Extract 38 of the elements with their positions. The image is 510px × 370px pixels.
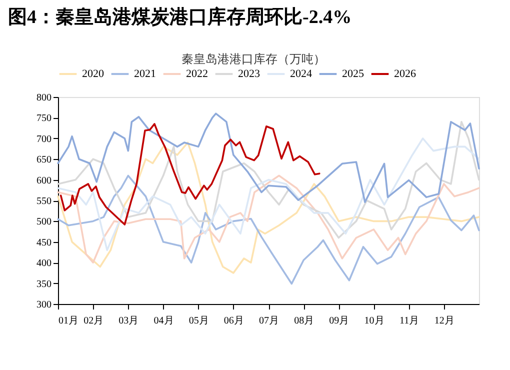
x-tick-label: 06月 — [224, 316, 244, 326]
y-tick-label: 550 — [36, 196, 52, 207]
line-series — [57, 138, 480, 252]
x-tick-label: 12月 — [434, 316, 454, 326]
chart-title: 图4：秦皇岛港煤炭港口库存周环比-2.4% — [8, 6, 352, 28]
line-series — [57, 142, 480, 274]
legend-label: 2024 — [290, 68, 312, 80]
line-series — [57, 174, 480, 264]
y-tick-label: 300 — [36, 300, 52, 310]
legend-label: 2022 — [186, 68, 208, 80]
legend-label: 2021 — [134, 68, 156, 80]
y-tick-label: 400 — [36, 258, 52, 270]
x-tick-label: 11月 — [400, 316, 420, 326]
y-tick-label: 800 — [36, 92, 52, 104]
y-tick-label: 750 — [36, 113, 52, 124]
x-tick-label: 07月 — [259, 316, 279, 326]
legend-label: 2023 — [238, 68, 260, 80]
x-tick-label: 09月 — [329, 316, 350, 326]
y-tick-label: 350 — [36, 278, 52, 290]
x-tick-label: 01月 — [58, 316, 78, 326]
y-tick-label: 650 — [36, 154, 52, 166]
x-tick-label: 03月 — [118, 316, 139, 326]
y-tick-label: 500 — [36, 216, 52, 228]
legend-label: 2026 — [394, 68, 416, 80]
y-tick-label: 600 — [36, 175, 52, 186]
line-series — [57, 174, 480, 285]
x-tick-label: 02月 — [84, 316, 104, 326]
chart-subtitle: 秦皇岛港港口库存（万吨） — [182, 52, 326, 66]
x-tick-label: 08月 — [294, 316, 314, 326]
y-tick-label: 700 — [36, 134, 52, 145]
line-series — [57, 112, 480, 204]
line-series — [60, 123, 320, 226]
legend-label: 2025 — [342, 68, 364, 80]
legend-label: 2020 — [82, 68, 104, 80]
x-tick-label: 04月 — [154, 316, 174, 326]
x-tick-label: 10月 — [364, 316, 384, 326]
x-tick-label: 05月 — [188, 316, 209, 326]
y-tick-label: 450 — [36, 237, 52, 248]
